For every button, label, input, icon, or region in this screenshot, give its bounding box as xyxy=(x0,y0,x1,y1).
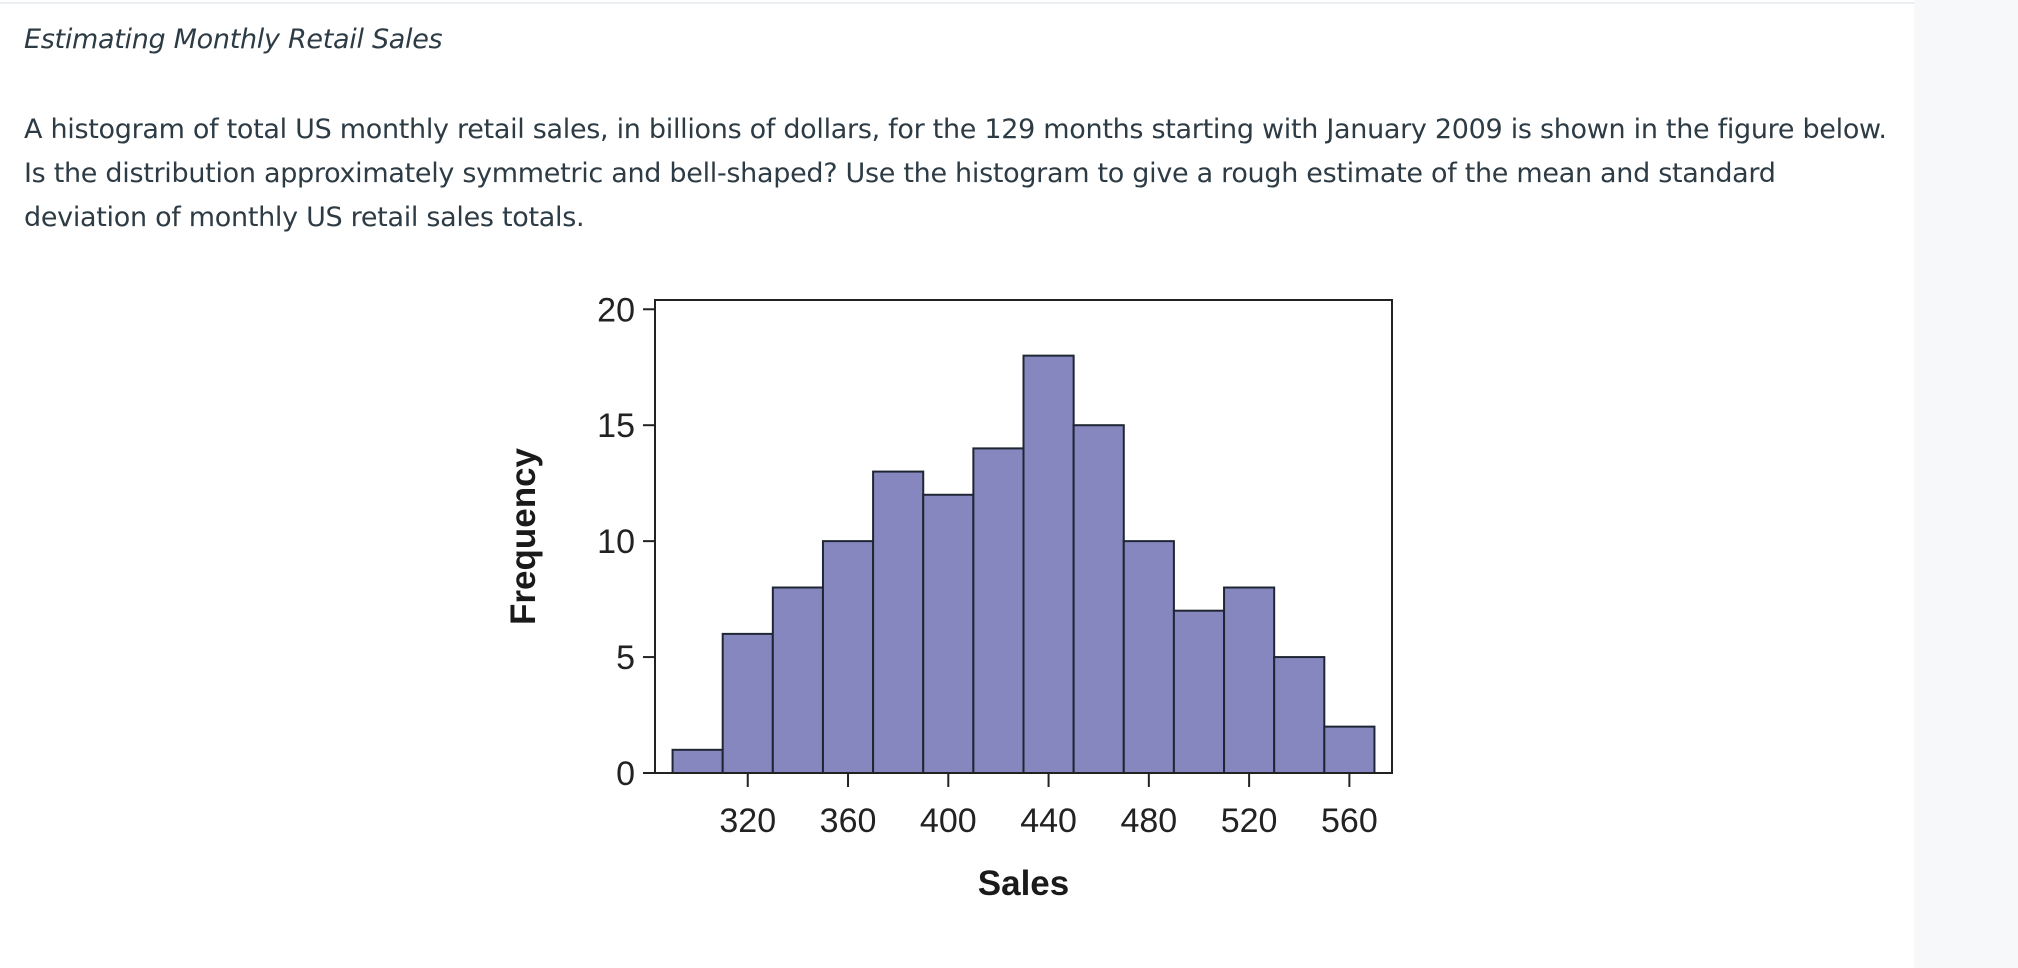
x-tick-label: 440 xyxy=(1020,802,1077,840)
histogram-figure: 0 5 10 15 20 320 360 400 440 480 520 560 Frequency… xyxy=(490,285,1410,925)
histogram-bar xyxy=(1273,656,1326,775)
histogram-bar xyxy=(922,493,975,774)
x-tick-label: 360 xyxy=(820,802,877,840)
histogram-bar xyxy=(821,540,875,775)
x-tick-label: 520 xyxy=(1221,802,1278,840)
problem-text: A histogram of total US monthly retail s… xyxy=(24,114,1887,233)
right-gutter xyxy=(1914,0,2018,968)
histogram-bar xyxy=(1323,725,1376,774)
y-tick-label: 0 xyxy=(616,755,635,793)
histogram-bar xyxy=(1223,586,1276,774)
histogram-bar xyxy=(771,586,824,774)
histogram-bar xyxy=(671,748,724,774)
histogram-bar xyxy=(1022,354,1075,774)
x-tick-label: 480 xyxy=(1120,802,1177,840)
histogram-bar xyxy=(721,632,774,774)
y-tick-label: 10 xyxy=(597,523,635,561)
histogram-bars xyxy=(671,354,1376,775)
problem-title: Estimating Monthly Retail Sales xyxy=(24,24,443,55)
x-tick-label: 320 xyxy=(719,802,776,840)
histogram-bar xyxy=(1172,609,1226,774)
histogram-bar xyxy=(972,447,1025,774)
y-tick-label: 15 xyxy=(597,407,635,445)
histogram-bar xyxy=(1072,424,1125,775)
y-tick-label: 20 xyxy=(597,291,635,329)
plot-frame xyxy=(654,299,1393,774)
x-axis-title: Sales xyxy=(978,864,1069,903)
y-axis-title: Frequency xyxy=(504,447,543,625)
histogram-chart: 0 5 10 15 20 320 360 400 440 480 520 560 Frequency… xyxy=(504,291,1393,903)
y-axis: 0 5 10 15 20 xyxy=(597,291,655,793)
x-axis: 320 360 400 440 480 520 560 xyxy=(719,773,1378,840)
histogram-bar xyxy=(1122,540,1175,775)
x-tick-label: 560 xyxy=(1321,802,1378,840)
histogram-bar xyxy=(872,470,925,774)
top-divider xyxy=(0,2,1914,4)
x-tick-label: 400 xyxy=(920,802,977,840)
y-tick-label: 5 xyxy=(616,639,635,677)
